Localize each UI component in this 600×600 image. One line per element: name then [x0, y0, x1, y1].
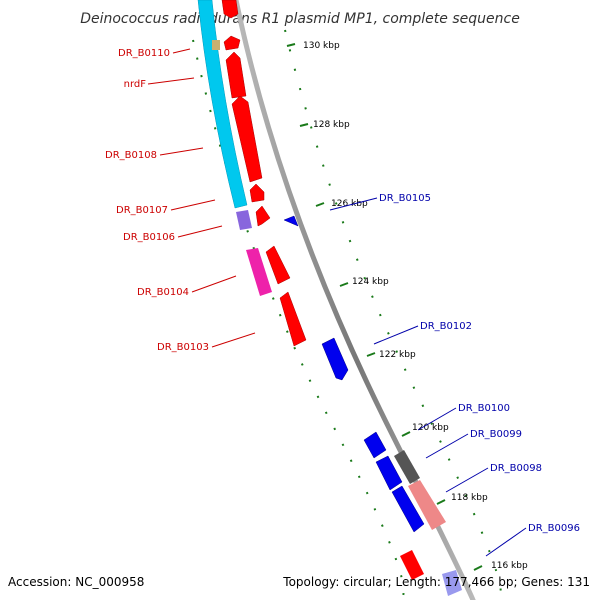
gene-label-dr-b0108: DR_B0108: [105, 150, 157, 161]
gene-grey: [394, 450, 420, 484]
kbp-ticks: [286, 43, 483, 571]
backbone-arc: [233, 0, 476, 600]
kbp-label-124: 124 kbp: [352, 277, 389, 287]
gene-label-dr-b0105: DR_B0105: [379, 193, 431, 204]
gene-lightblue-bottom: [442, 570, 462, 596]
kbp-label-118: 118 kbp: [451, 493, 488, 503]
gene-label-dr-b0110: DR_B0110: [118, 48, 170, 59]
gene-blue-set: [283, 215, 425, 533]
gene-label-dr-b0096: DR_B0096: [528, 523, 580, 534]
gene-label-nrdf: nrdF: [124, 79, 147, 90]
tick-ring-outer: [284, 29, 502, 600]
gene-magenta: [246, 248, 272, 296]
reverse-leaders: [329, 197, 527, 557]
gene-label-dr-b0099: DR_B0099: [470, 429, 522, 440]
accession-text: Accession: NC_000958: [8, 575, 144, 589]
kbp-label-116: 116 kbp: [491, 561, 528, 571]
gene-label-dr-b0103: DR_B0103: [157, 342, 209, 353]
kbp-label-126: 126 kbp: [331, 199, 368, 209]
gene-label-dr-b0104: DR_B0104: [137, 287, 189, 298]
kbp-label-130: 130 kbp: [303, 41, 340, 51]
gene-purple: [236, 210, 252, 230]
gene-cyan-long: [197, 0, 248, 209]
gene-tan: [212, 40, 220, 50]
gene-label-dr-b0098: DR_B0098: [490, 463, 542, 474]
gene-label-dr-b0106: DR_B0106: [123, 232, 175, 243]
summary-text: Topology: circular; Length: 177,466 bp; …: [282, 575, 590, 589]
kbp-label-128: 128 kbp: [313, 120, 350, 130]
kbp-label-122: 122 kbp: [379, 350, 416, 360]
gene-red-column: [221, 0, 307, 347]
gene-label-dr-b0100: DR_B0100: [458, 403, 510, 414]
gene-red-bottom: [400, 550, 424, 580]
kbp-label-120: 120 kbp: [412, 423, 449, 433]
gene-label-dr-b0102: DR_B0102: [420, 321, 472, 332]
gene-label-dr-b0107: DR_B0107: [116, 205, 168, 216]
gene-pink: [408, 480, 446, 530]
map-title: Deinococcus radiodurans R1 plasmid MP1, …: [80, 11, 520, 27]
forward-leaders: [147, 48, 256, 348]
